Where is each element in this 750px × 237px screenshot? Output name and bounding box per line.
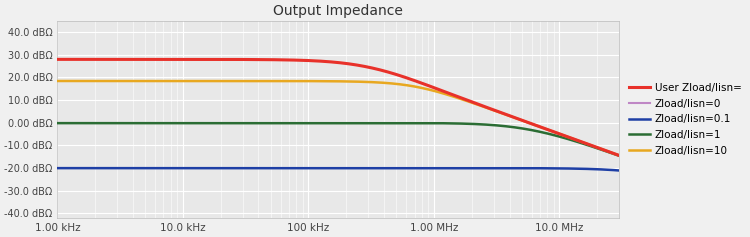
- Line: User Zload/lisn=: User Zload/lisn=: [58, 59, 620, 155]
- User Zload/lisn=: [268, 58, 278, 61]
- Zload/lisn=1: [544, 132, 553, 135]
- User Zload/lisn=: [543, 128, 552, 131]
- Zload/lisn=0.1: [150, 167, 159, 169]
- Zload/lisn=10: [604, 150, 613, 153]
- Zload/lisn=1: [604, 151, 613, 154]
- Zload/lisn=10: [543, 128, 552, 131]
- Legend: User Zload/lisn=, Zload/lisn=0, Zload/lisn=0.1, Zload/lisn=1, Zload/lisn=10: User Zload/lisn=, Zload/lisn=0, Zload/li…: [625, 79, 746, 160]
- Zload/lisn=1: [268, 122, 278, 125]
- User Zload/lisn=: [117, 58, 126, 61]
- Zload/lisn=10: [268, 80, 278, 82]
- Zload/lisn=1: [615, 155, 624, 157]
- Zload/lisn=10: [150, 80, 159, 82]
- Line: Zload/lisn=0.1: Zload/lisn=0.1: [58, 168, 620, 170]
- Zload/lisn=0.1: [452, 167, 460, 169]
- Zload/lisn=0.1: [292, 167, 302, 169]
- Zload/lisn=0.1: [604, 168, 613, 171]
- Zload/lisn=0.1: [544, 167, 553, 170]
- Zload/lisn=1: [117, 122, 126, 125]
- Zload/lisn=10: [53, 80, 62, 82]
- User Zload/lisn=: [53, 58, 62, 61]
- User Zload/lisn=: [604, 150, 613, 153]
- Zload/lisn=1: [292, 122, 302, 125]
- Title: Output Impedance: Output Impedance: [274, 4, 404, 18]
- Zload/lisn=0.1: [268, 167, 278, 169]
- Zload/lisn=10: [615, 154, 624, 157]
- Zload/lisn=1: [53, 122, 62, 125]
- Line: Zload/lisn=1: Zload/lisn=1: [58, 123, 620, 156]
- Zload/lisn=1: [400, 122, 409, 124]
- Zload/lisn=0.1: [53, 167, 62, 169]
- Zload/lisn=0.1: [615, 169, 624, 172]
- User Zload/lisn=: [292, 59, 302, 62]
- Zload/lisn=10: [292, 80, 302, 82]
- Zload/lisn=0.1: [117, 167, 126, 169]
- Zload/lisn=10: [117, 80, 126, 82]
- Line: Zload/lisn=10: Zload/lisn=10: [58, 81, 620, 155]
- Zload/lisn=1: [150, 122, 159, 125]
- User Zload/lisn=: [615, 154, 624, 157]
- User Zload/lisn=: [150, 58, 159, 61]
